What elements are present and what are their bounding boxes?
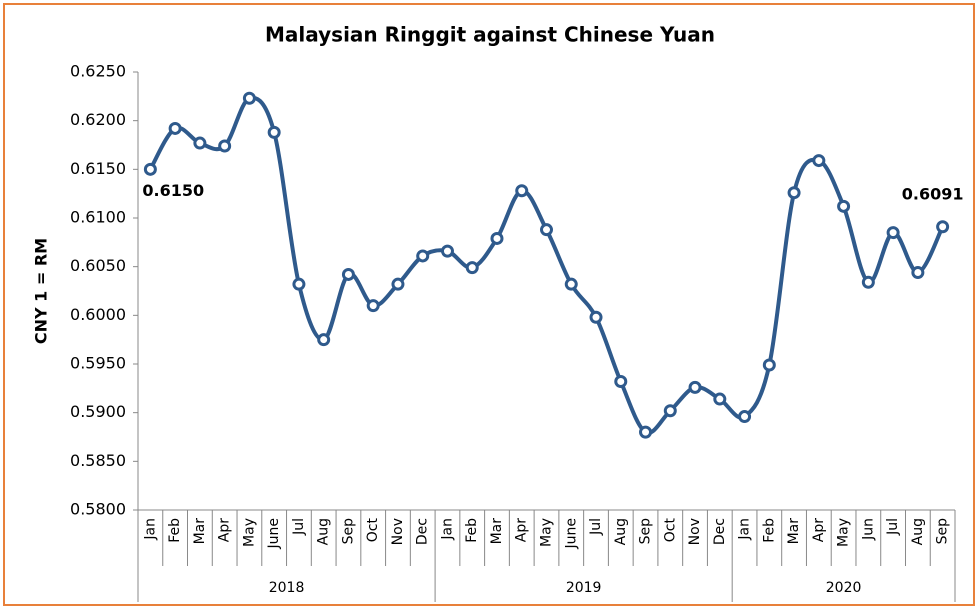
x-tick-label: Sep <box>638 518 654 545</box>
data-point <box>292 277 306 291</box>
y-tick-label: 0.6000 <box>70 305 126 324</box>
data-point <box>143 162 157 176</box>
data-point <box>936 220 950 234</box>
x-tick-label: Mar <box>489 518 505 545</box>
data-point <box>837 199 851 213</box>
group-label: 2020 <box>826 580 862 596</box>
data-point <box>341 267 355 281</box>
y-tick-label: 0.5850 <box>70 451 126 470</box>
x-tick-label: Sep <box>340 518 356 545</box>
x-tick-label: Dec <box>712 518 728 545</box>
data-point <box>787 186 801 200</box>
x-tick-label: May <box>836 518 852 547</box>
x-tick-label: Apr <box>811 518 827 542</box>
x-tick-label: May <box>241 518 257 547</box>
x-tick-label: Mar <box>786 518 802 545</box>
x-tick-label: Mar <box>192 518 208 545</box>
data-point <box>317 333 331 347</box>
y-tick-label: 0.6050 <box>70 256 126 275</box>
x-tick-label: Jan <box>439 518 455 541</box>
x-tick-label: Jul <box>885 518 901 536</box>
data-point <box>762 358 776 372</box>
group-label: 2019 <box>566 580 602 596</box>
data-point <box>391 277 405 291</box>
x-tick-label: Dec <box>415 518 431 545</box>
data-point <box>663 404 677 418</box>
x-tick-label: Jan <box>142 518 158 541</box>
data-point <box>564 277 578 291</box>
data-point <box>540 223 553 237</box>
y-tick-label: 0.6200 <box>70 110 126 129</box>
x-tick-label: Jun <box>860 518 876 541</box>
data-point <box>589 310 603 324</box>
x-tick-label: Feb <box>464 518 480 543</box>
y-tick-label: 0.6100 <box>70 208 126 227</box>
data-point <box>688 380 702 394</box>
x-tick-label: Jul <box>291 518 307 536</box>
x-tick-label: May <box>539 518 555 547</box>
x-tick-label: Aug <box>613 518 629 545</box>
data-point <box>614 375 628 389</box>
data-point <box>366 299 380 313</box>
data-label: 0.6150 <box>142 181 204 200</box>
y-axis-label: CNY 1 = RM <box>32 238 51 344</box>
data-point <box>193 136 207 150</box>
data-point <box>267 125 281 139</box>
x-tick-label: Feb <box>167 518 183 543</box>
y-tick-label: 0.6250 <box>70 62 126 81</box>
data-point <box>168 121 182 135</box>
x-tick-label: Jan <box>737 518 753 541</box>
chart-frame <box>3 3 975 606</box>
data-point <box>713 392 727 406</box>
x-tick-label: Nov <box>390 518 406 545</box>
group-label: 2018 <box>269 580 305 596</box>
x-tick-label: Apr <box>217 518 233 542</box>
data-point <box>440 244 454 258</box>
y-tick-label: 0.5950 <box>70 354 126 373</box>
data-point <box>416 249 430 263</box>
x-tick-label: June <box>563 518 579 550</box>
data-label: 0.6091 <box>902 184 964 203</box>
x-tick-label: Oct <box>365 518 381 543</box>
x-tick-label: Aug <box>316 518 332 545</box>
y-tick-label: 0.6150 <box>70 159 126 178</box>
x-tick-label: June <box>266 518 282 550</box>
x-tick-label: Aug <box>910 518 926 545</box>
data-point <box>738 410 752 424</box>
chart-title: Malaysian Ringgit against Chinese Yuan <box>265 23 715 47</box>
data-point <box>490 231 504 245</box>
data-point <box>812 154 826 168</box>
data-point <box>465 261 479 275</box>
data-point <box>639 425 653 439</box>
data-point <box>861 275 875 289</box>
x-tick-label: Feb <box>761 518 777 543</box>
data-point <box>242 91 256 105</box>
y-tick-label: 0.5900 <box>70 402 126 421</box>
data-point <box>515 184 529 198</box>
data-point <box>886 226 900 240</box>
x-tick-label: Oct <box>662 518 678 543</box>
x-tick-label: Apr <box>514 518 530 542</box>
x-tick-label: Sep <box>935 518 951 545</box>
data-point <box>218 139 232 153</box>
data-point <box>911 266 925 280</box>
x-tick-label: Nov <box>687 518 703 545</box>
y-tick-label: 0.5800 <box>70 500 126 519</box>
x-tick-label: Jul <box>588 518 604 536</box>
